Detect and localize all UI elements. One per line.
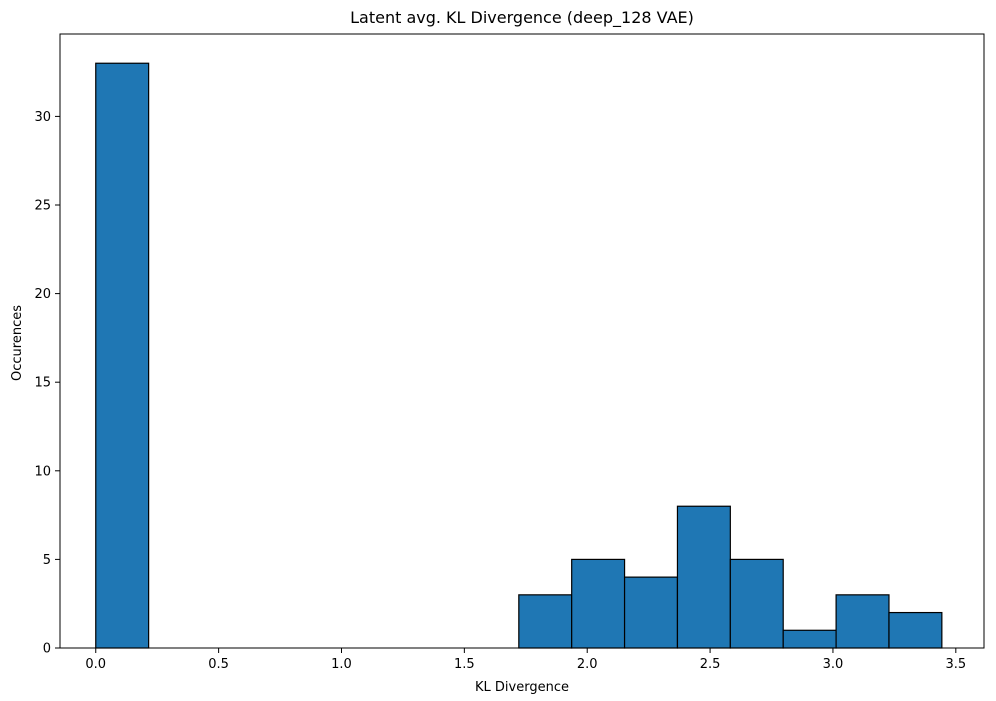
y-tick-label: 30 (34, 110, 51, 125)
histogram-bar-7 (835, 594, 890, 649)
y-tick-label: 5 (43, 553, 51, 568)
y-tick-label: 15 (34, 376, 51, 391)
y-tick-label: 0 (43, 642, 51, 657)
x-tick-label: 0.0 (85, 657, 106, 672)
plot-frame (59, 33, 985, 649)
y-tick-label: 20 (34, 287, 51, 302)
histogram-bar-2 (571, 558, 626, 649)
x-tick-label: 2.0 (577, 657, 598, 672)
bars-group (95, 62, 943, 649)
x-axis-ticks: 0.0 0.5 1.0 1.5 2.0 2.5 3.0 3.5 (85, 648, 966, 672)
y-axis-ticks: 0 5 10 15 20 25 30 (34, 110, 60, 657)
x-tick-label: 1.0 (331, 657, 352, 672)
histogram-bar-0 (95, 62, 150, 649)
x-tick-label: 1.5 (454, 657, 475, 672)
histogram-bar-8 (888, 611, 943, 649)
chart-title: Latent avg. KL Divergence (deep_128 VAE) (350, 8, 694, 28)
x-axis-label: KL Divergence (475, 680, 569, 695)
y-tick-label: 25 (34, 198, 51, 213)
x-tick-label: 3.0 (823, 657, 844, 672)
histogram-bar-3 (623, 576, 679, 649)
x-tick-label: 0.5 (208, 657, 229, 672)
histogram-bar-1 (518, 594, 573, 649)
histogram-bar-4 (676, 505, 731, 649)
histogram-bar-6 (782, 629, 837, 649)
histogram-bar-5 (729, 558, 784, 649)
y-tick-label: 10 (34, 464, 51, 479)
x-tick-label: 3.5 (945, 657, 966, 672)
x-tick-label: 2.5 (700, 657, 721, 672)
y-axis-label: Occurences (10, 305, 25, 381)
